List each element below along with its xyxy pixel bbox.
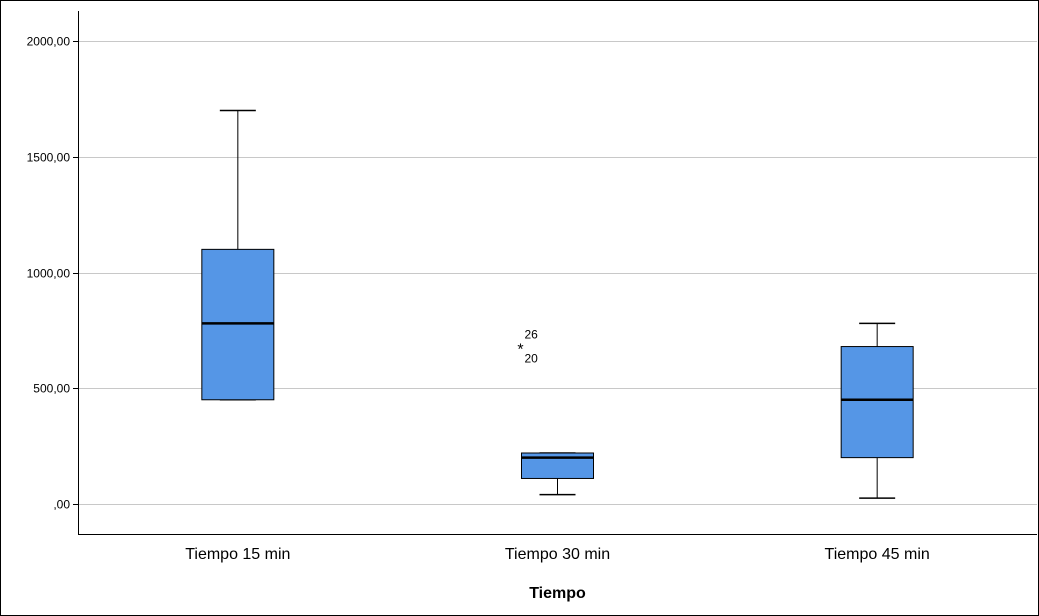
outlier-label: 26 — [525, 328, 539, 342]
x-category-label: Tiempo 30 min — [505, 546, 610, 563]
box-iqr — [840, 346, 914, 459]
y-axis-ticks: ,00 500,00 1000,00 1500,00 2000,00 — [27, 35, 78, 512]
box-group: *26 20 — [517, 328, 594, 496]
x-category-label: Tiempo 45 min — [825, 546, 930, 563]
outlier-marker: * — [517, 342, 523, 359]
box-group — [840, 322, 914, 499]
x-category-label: Tiempo 15 min — [185, 546, 290, 563]
x-axis-categories: Tiempo 15 min Tiempo 30 min Tiempo 45 min — [185, 546, 930, 563]
box-group — [201, 109, 275, 401]
boxes: *26 20 — [201, 109, 914, 499]
y-tick-label: 1500,00 — [27, 151, 71, 165]
outlier-label: 20 — [525, 352, 539, 366]
y-tick-label: 500,00 — [33, 382, 70, 396]
y-tick-label: ,00 — [53, 498, 70, 512]
x-axis-title: Tiempo — [529, 585, 586, 602]
y-tick-label: 1000,00 — [27, 267, 71, 281]
y-tick-label: 2000,00 — [27, 35, 71, 49]
